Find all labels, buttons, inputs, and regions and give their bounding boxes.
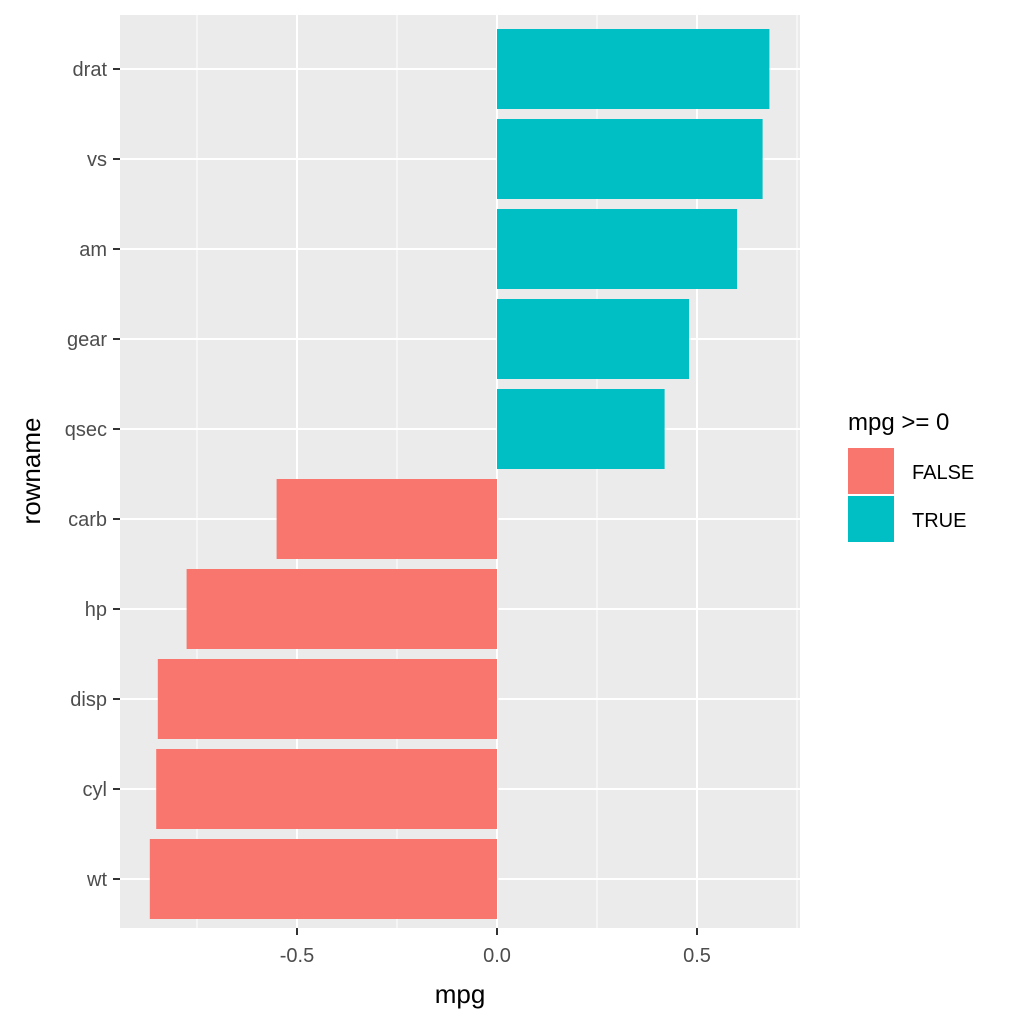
x-tick-label: 0.5 (683, 945, 711, 967)
y-tick-label: hp (85, 599, 107, 621)
bar-qsec (497, 389, 665, 469)
bar-carb (276, 479, 497, 559)
legend-label: TRUE (912, 510, 966, 532)
legend-label: FALSE (912, 462, 974, 484)
y-tick-label: am (79, 239, 107, 261)
y-tick-label: cyl (83, 779, 107, 801)
bar-am (497, 209, 737, 289)
bar-hp (186, 569, 497, 649)
x-tick-label: -0.5 (280, 945, 314, 967)
y-axis-title: rowname (16, 418, 46, 525)
legend-title: mpg >= 0 (848, 409, 949, 436)
legend-key-true (848, 496, 894, 542)
bar-wt (149, 839, 498, 919)
bar-gear (497, 299, 689, 379)
y-tick-label: wt (86, 869, 107, 891)
y-tick-label: carb (68, 509, 107, 531)
bar-vs (497, 119, 763, 199)
x-tick-label: 0.0 (483, 945, 511, 967)
bar-cyl (156, 749, 497, 829)
legend: mpg >= 0 FALSE TRUE (848, 409, 974, 542)
y-tick-label: disp (70, 689, 107, 711)
legend-key-false (848, 448, 894, 494)
y-tick-label: vs (87, 149, 107, 171)
y-tick-label: drat (73, 59, 108, 81)
y-tick-label: qsec (65, 419, 107, 441)
x-axis-title: mpg (435, 979, 486, 1009)
bar-disp (157, 659, 498, 739)
y-tick-label: gear (67, 329, 107, 351)
bar-drat (497, 29, 770, 109)
